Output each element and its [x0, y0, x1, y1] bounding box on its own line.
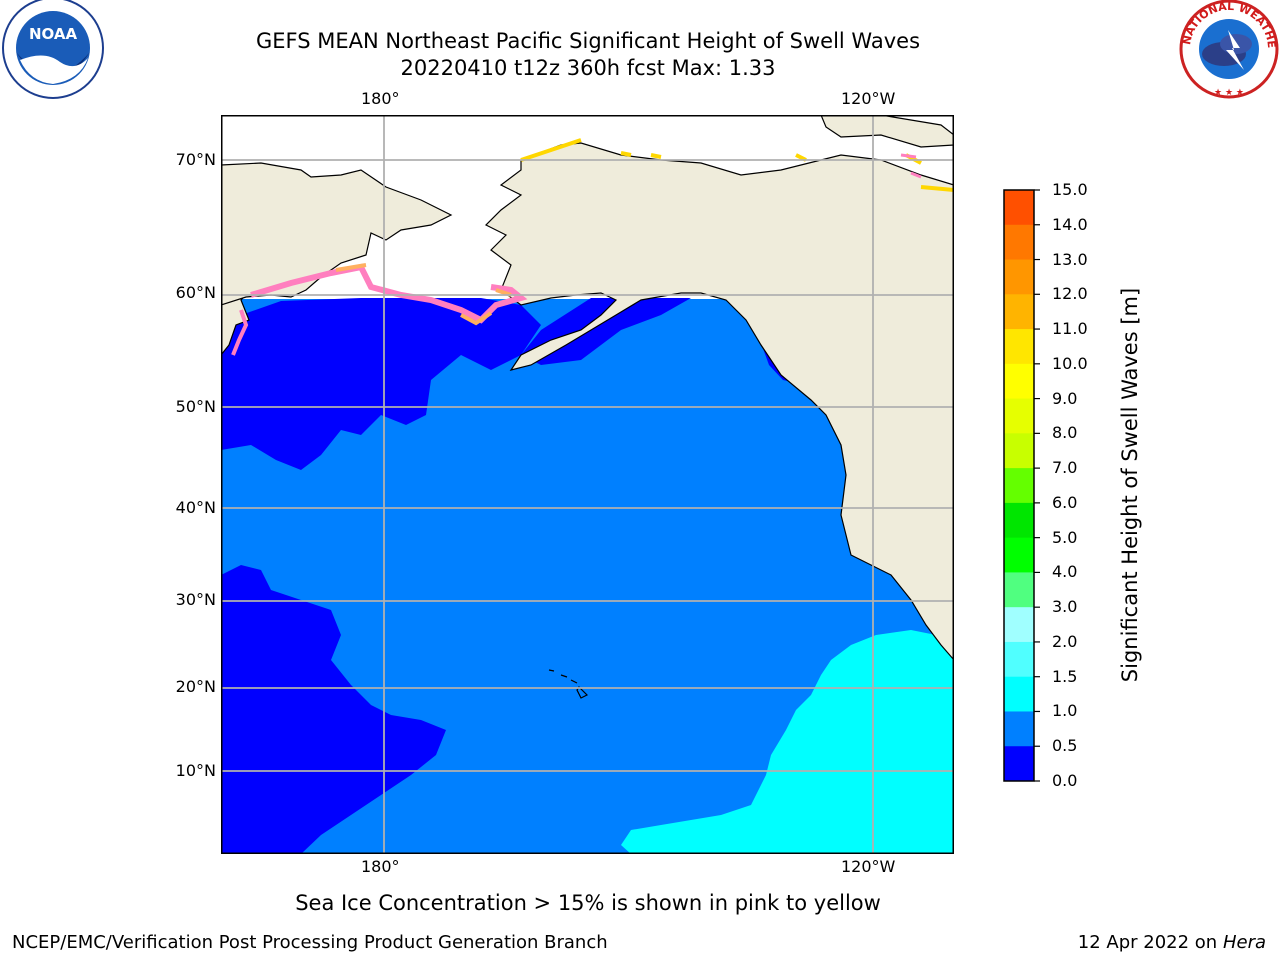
- colorbar-tick-label: 4.0: [1052, 562, 1078, 582]
- colorbar-tick-label: 0.5: [1052, 736, 1078, 756]
- map-frame: [221, 115, 954, 854]
- colorbar-tick-label: 1.5: [1052, 666, 1078, 686]
- colorbar-segment: [1004, 398, 1034, 434]
- noaa-logo: NOAA: [2, 0, 104, 99]
- footer-host: Hera: [1222, 932, 1266, 953]
- lat-label-60n: 60°N: [175, 283, 216, 302]
- lat-label-10n: 10°N: [175, 761, 216, 780]
- colorbar-segment: [1004, 363, 1034, 400]
- swell-low-alaska: [521, 298, 691, 365]
- colorbar-segment: [1004, 259, 1034, 295]
- colorbar-title: Significant Height of Swell Waves [m]: [1118, 287, 1142, 683]
- swell-low-west: [221, 565, 446, 854]
- colorbar-tick-label: 9.0: [1052, 388, 1078, 408]
- colorbar-segment: [1004, 607, 1034, 643]
- colorbar-tick-label: 10.0: [1052, 353, 1088, 373]
- lat-label-20n: 20°N: [175, 677, 216, 696]
- lat-label-30n: 30°N: [175, 590, 216, 609]
- sea-ice-arctic: [520, 138, 954, 192]
- colorbar-tick-label: 6.0: [1052, 492, 1078, 512]
- colorbar-tick-label: 2.0: [1052, 631, 1078, 651]
- colorbar-segment: [1004, 224, 1034, 261]
- chart-subtitle: 20220410 t12z 360h fcst Max: 1.33: [400, 56, 776, 80]
- colorbar-tick-label: 1.0: [1052, 701, 1078, 721]
- sea-ice-note: Sea Ice Concentration > 15% is shown in …: [295, 891, 881, 915]
- chart-title: GEFS MEAN Northeast Pacific Significant …: [255, 29, 921, 53]
- swell-high-southeast: [621, 630, 954, 854]
- svg-text:★ ★ ★: ★ ★ ★: [1214, 88, 1244, 98]
- colorbar-segment: [1004, 711, 1034, 747]
- colorbar-tick-label: 14.0: [1052, 214, 1088, 234]
- sea-ice-bering: [250, 263, 528, 324]
- colorbar-tick-label: 0.0: [1052, 771, 1078, 790]
- colorbar-tick-label: 3.0: [1052, 597, 1078, 617]
- lat-label-70n: 70°N: [175, 150, 216, 169]
- noaa-logo-text: NOAA: [29, 25, 78, 43]
- map-panel: [221, 115, 954, 854]
- lon-label-bottom-180: 180°: [361, 857, 400, 876]
- land-arctic-islands: [820, 115, 954, 148]
- colorbar-tick-label: 5.0: [1052, 527, 1078, 547]
- lat-label-40n: 40°N: [175, 498, 216, 517]
- colorbar-segment: [1004, 502, 1034, 539]
- land-hawaii: [548, 669, 589, 699]
- colorbar-tick-label: 11.0: [1052, 319, 1088, 339]
- lon-label-top-180: 180°: [361, 89, 400, 108]
- colorbar-segment: [1004, 433, 1034, 469]
- colorbar-segment: [1004, 294, 1034, 330]
- colorbar-tick-label: 13.0: [1052, 249, 1088, 269]
- land-chukotka: [221, 162, 453, 306]
- map-gridlines: [221, 115, 954, 854]
- sea-ice-kamchatka: [231, 309, 249, 356]
- colorbar-tick-label: 15.0: [1052, 180, 1088, 199]
- lat-label-50n: 50°N: [175, 397, 216, 416]
- colorbar-frame: [1003, 189, 1035, 782]
- colorbar: [1003, 189, 1040, 782]
- colorbar-segment: [1004, 746, 1034, 782]
- nws-logo: NATIONAL WEATHER SERVICE ★ ★ ★: [1178, 0, 1279, 99]
- colorbar-tick-label: 12.0: [1052, 284, 1088, 304]
- sea-ice-arctic-pink: [900, 153, 922, 179]
- colorbar-segment: [1004, 676, 1034, 712]
- lon-label-bottom-120w: 120°W: [841, 857, 896, 876]
- colorbar-segment: [1004, 572, 1034, 608]
- colorbar-tick-label: 8.0: [1052, 423, 1078, 443]
- colorbar-segment: [1004, 190, 1034, 226]
- colorbar-tick-label: 7.0: [1052, 458, 1078, 478]
- footer-date-text: 12 Apr 2022 on: [1077, 932, 1223, 953]
- colorbar-segment: [1004, 329, 1034, 365]
- colorbar-segment: [1004, 537, 1034, 573]
- footer-date: 12 Apr 2022 on Hera: [1078, 932, 1266, 953]
- footer-branch: NCEP/EMC/Verification Post Processing Pr…: [12, 932, 608, 953]
- colorbar-segment: [1004, 468, 1034, 504]
- lon-label-top-120w: 120°W: [841, 89, 896, 108]
- colorbar-segment: [1004, 641, 1034, 678]
- swell-low-north: [221, 298, 541, 470]
